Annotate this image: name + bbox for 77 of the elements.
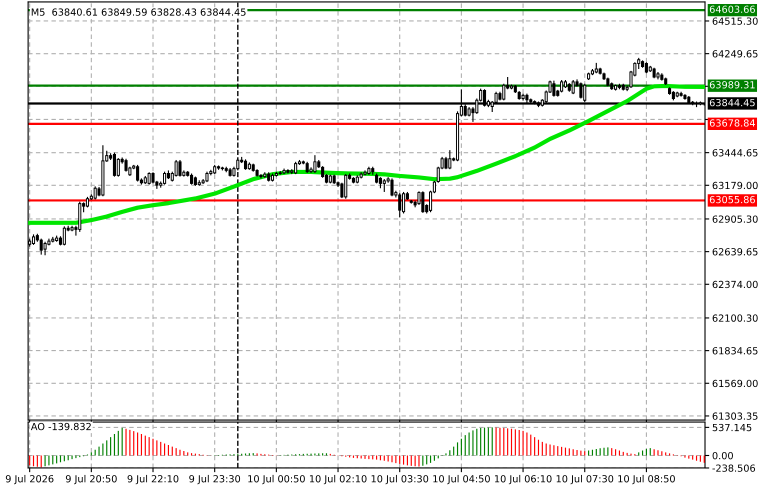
candlestick: [468, 106, 471, 117]
x-tick-label: 9 Jul 22:10: [128, 474, 178, 484]
candlestick: [62, 226, 66, 246]
candlestick: [213, 164, 216, 175]
candlestick: [382, 178, 386, 192]
candlestick: [594, 62, 598, 74]
candlestick: [644, 62, 648, 74]
candlestick: [378, 176, 382, 189]
candlestick: [444, 156, 448, 170]
candlestick: [136, 164, 140, 182]
candlestick: [398, 192, 402, 218]
candlestick: [40, 238, 43, 256]
y-tick-label: -238.506: [712, 464, 756, 472]
candlestick: [174, 159, 178, 178]
candlestick: [205, 171, 209, 183]
x-tick-label: 10 Jul 00:50: [248, 474, 305, 484]
y-tick-label: 0.00: [712, 452, 733, 460]
candlestick: [190, 172, 194, 186]
chart-title: AO -139.832: [30, 422, 91, 430]
ref-line-label: 63678.84: [710, 119, 756, 127]
y-tick-label: 537.145: [712, 424, 752, 432]
candlestick: [163, 171, 166, 186]
candlestick: [332, 174, 336, 185]
y-tick-label: 63179.00: [712, 182, 758, 190]
candlestick: [44, 241, 47, 256]
candlestick: [313, 154, 316, 174]
candlestick: [402, 191, 406, 214]
candlestick: [194, 176, 197, 186]
candlestick: [652, 67, 656, 79]
ref-line-label: 63844.45: [710, 98, 755, 106]
y-tick-label: 64249.65: [712, 50, 758, 58]
candlestick: [552, 80, 556, 98]
x-tick-label: 9 Jul 23:30: [189, 474, 240, 484]
y-tick-label: 63444.65: [712, 149, 758, 156]
x-tick-label: 10 Jul 07:30: [556, 474, 614, 484]
candlestick: [306, 161, 309, 174]
candlestick: [112, 152, 116, 178]
y-tick-label: 61303.35: [712, 412, 758, 420]
x-tick-label: 10 Jul 02:10: [310, 474, 367, 484]
candlestick: [390, 178, 394, 197]
y-tick-label: 61834.65: [712, 347, 758, 354]
candlestick: [344, 174, 348, 200]
candlestick: [116, 158, 120, 178]
y-tick-label: 64515.30: [712, 17, 758, 25]
x-tick-label: 10 Jul 03:30: [372, 474, 428, 484]
x-tick-label: 9 Jul 20:50: [66, 474, 117, 484]
ref-line-label: 63055.86: [710, 196, 755, 204]
candlestick: [86, 196, 90, 208]
candlestick: [572, 79, 575, 95]
candlestick: [579, 82, 582, 100]
x-tick-label: 10 Jul 08:50: [618, 474, 675, 484]
candlestick: [560, 79, 564, 93]
candlestick: [448, 150, 452, 170]
x-tick-label: 10 Jul 04:50: [433, 474, 490, 484]
y-tick-label: 62374.00: [712, 280, 758, 288]
candlestick: [294, 161, 298, 175]
candlestick: [178, 159, 182, 178]
y-tick-label: 61569.00: [712, 380, 758, 388]
line-series: [28, 84, 706, 225]
y-tick-label: 62100.30: [712, 314, 758, 322]
ref-line-label: 64603.66: [710, 6, 755, 13]
candlestick: [94, 186, 97, 200]
y-tick-label: 62905.30: [712, 215, 758, 223]
candlestick: [151, 172, 155, 184]
candlestick: [148, 172, 151, 186]
y-tick-label: 62639.65: [712, 248, 758, 256]
candlestick: [267, 172, 270, 182]
text: M5 63840.61 63849.59 63828.43 63844.45: [32, 8, 246, 16]
candlestick: [32, 234, 36, 246]
ref-line-label: 63989.31: [710, 81, 755, 88]
candlestick: [244, 158, 248, 170]
candlestick: [124, 158, 128, 172]
candlestick: [375, 172, 378, 184]
candlestick: [672, 90, 675, 101]
x-tick-label: 9 Jul 2026: [6, 474, 54, 484]
candlestick: [421, 190, 424, 214]
x-tick-label: 10 Jul 06:10: [494, 474, 552, 484]
